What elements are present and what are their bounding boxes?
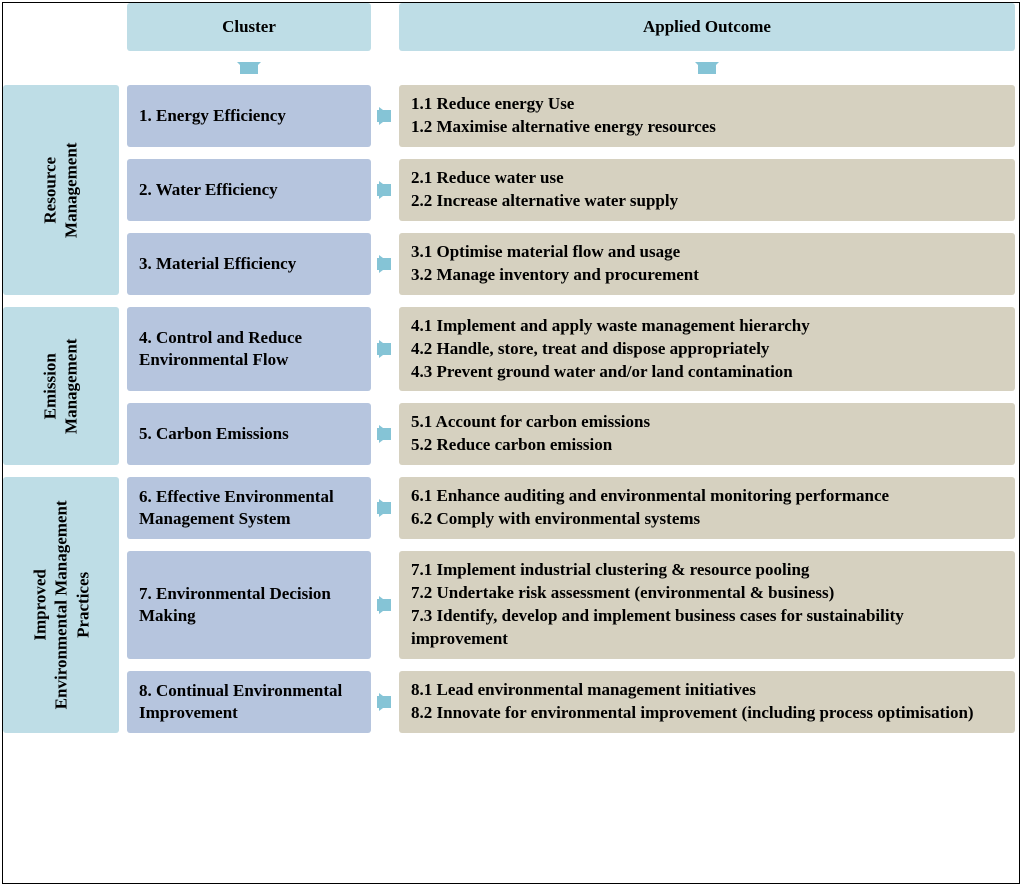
connector	[371, 233, 399, 295]
group-label: ImprovedEnvironmental ManagementPractice…	[3, 477, 119, 733]
header-cluster: Cluster	[127, 3, 371, 51]
cluster-row: 3. Material Efficiency 3.1 Optimise mater…	[127, 233, 1019, 295]
diagram-frame: Cluster Applied Outcome ResourceManageme…	[2, 2, 1020, 884]
chevron-down-icon	[237, 62, 261, 74]
cluster-cell: 6. Effective Environmental Management Sy…	[127, 477, 371, 539]
connector	[371, 551, 399, 659]
group-label: EmissionManagement	[3, 307, 119, 466]
chevron-right-icon	[379, 255, 391, 273]
cluster-row: 6. Effective Environmental Management Sy…	[127, 477, 1019, 539]
outcome-line: 1.1 Reduce energy Use	[411, 93, 1003, 116]
outcome-line: 5.2 Reduce carbon emission	[411, 434, 1003, 457]
group-label-text: EmissionManagement	[40, 338, 83, 433]
outcome-line: 3.1 Optimise material flow and usage	[411, 241, 1003, 264]
outcome-cell: 3.1 Optimise material flow and usage3.2 …	[399, 233, 1015, 295]
cluster-cell: 5. Carbon Emissions	[127, 403, 371, 465]
chevron-right-icon	[379, 340, 391, 358]
outcome-line: 8.1 Lead environmental management initia…	[411, 679, 1003, 702]
outcome-line: 6.2 Comply with environmental systems	[411, 508, 1003, 531]
outcome-line: 6.1 Enhance auditing and environmental m…	[411, 485, 1003, 508]
connector	[371, 307, 399, 392]
cluster-row: 7. Environmental Decision Making 7.1 Impl…	[127, 551, 1019, 659]
outcome-cell: 6.1 Enhance auditing and environmental m…	[399, 477, 1015, 539]
arrow-row	[3, 51, 1019, 85]
outcome-line: 5.1 Account for carbon emissions	[411, 411, 1003, 434]
groups-container: ResourceManagement1. Energy Efficiency1.…	[3, 85, 1019, 883]
outcome-line: 4.3 Prevent ground water and/or land con…	[411, 361, 1003, 384]
outcome-cell: 2.1 Reduce water use2.2 Increase alterna…	[399, 159, 1015, 221]
group-body: 1. Energy Efficiency 1.1 Reduce energy Us…	[127, 85, 1019, 295]
cluster-cell: 7. Environmental Decision Making	[127, 551, 371, 659]
cluster-row: 1. Energy Efficiency 1.1 Reduce energy Us…	[127, 85, 1019, 147]
group-label: ResourceManagement	[3, 85, 119, 295]
chevron-right-icon	[379, 425, 391, 443]
connector	[371, 403, 399, 465]
outcome-line: 2.2 Increase alternative water supply	[411, 190, 1003, 213]
cluster-cell: 2. Water Efficiency	[127, 159, 371, 221]
cluster-cell: 8. Continual Environmental Improvement	[127, 671, 371, 733]
group-body: 4. Control and Reduce Environmental Flow…	[127, 307, 1019, 466]
outcome-line: 7.1 Implement industrial clustering & re…	[411, 559, 1003, 582]
cluster-row: 8. Continual Environmental Improvement 8.…	[127, 671, 1019, 733]
group: ResourceManagement1. Energy Efficiency1.…	[3, 85, 1019, 295]
header-gap	[371, 3, 399, 51]
arrow-under-cluster	[127, 62, 371, 74]
arrow-under-outcome	[399, 62, 1015, 74]
outcome-cell: 8.1 Lead environmental management initia…	[399, 671, 1015, 733]
chevron-right-icon	[379, 107, 391, 125]
group-label-text: ImprovedEnvironmental ManagementPractice…	[29, 501, 93, 710]
outcome-cell: 7.1 Implement industrial clustering & re…	[399, 551, 1015, 659]
outcome-line: 4.1 Implement and apply waste management…	[411, 315, 1003, 338]
connector	[371, 85, 399, 147]
connector	[371, 671, 399, 733]
header-row: Cluster Applied Outcome	[3, 3, 1019, 51]
outcome-line: 7.2 Undertake risk assessment (environme…	[411, 582, 1003, 605]
header-outcome: Applied Outcome	[399, 3, 1015, 51]
outcome-line: 2.1 Reduce water use	[411, 167, 1003, 190]
group: ImprovedEnvironmental ManagementPractice…	[3, 477, 1019, 733]
outcome-line: 7.3 Identify, develop and implement busi…	[411, 605, 1003, 651]
group: EmissionManagement 4. Control and Reduce …	[3, 307, 1019, 466]
chevron-right-icon	[379, 693, 391, 711]
cluster-cell: 3. Material Efficiency	[127, 233, 371, 295]
chevron-down-icon	[695, 62, 719, 74]
outcome-cell: 4.1 Implement and apply waste management…	[399, 307, 1015, 392]
cluster-row: 5. Carbon Emissions 5.1 Account for carbo…	[127, 403, 1019, 465]
outcome-line: 3.2 Manage inventory and procurement	[411, 264, 1003, 287]
connector	[371, 159, 399, 221]
outcome-cell: 1.1 Reduce energy Use1.2 Maximise altern…	[399, 85, 1015, 147]
chevron-right-icon	[379, 499, 391, 517]
chevron-right-icon	[379, 181, 391, 199]
cluster-row: 2. Water Efficiency 2.1 Reduce water use2…	[127, 159, 1019, 221]
outcome-cell: 5.1 Account for carbon emissions5.2 Redu…	[399, 403, 1015, 465]
cluster-cell: 4. Control and Reduce Environmental Flow	[127, 307, 371, 392]
connector	[371, 477, 399, 539]
group-body: 6. Effective Environmental Management Sy…	[127, 477, 1019, 733]
outcome-line: 4.2 Handle, store, treat and dispose app…	[411, 338, 1003, 361]
cluster-row: 4. Control and Reduce Environmental Flow…	[127, 307, 1019, 392]
header-spacer	[3, 3, 119, 51]
chevron-right-icon	[379, 596, 391, 614]
outcome-line: 8.2 Innovate for environmental improveme…	[411, 702, 1003, 725]
outcome-line: 1.2 Maximise alternative energy resource…	[411, 116, 1003, 139]
cluster-cell: 1. Energy Efficiency	[127, 85, 371, 147]
group-label-text: ResourceManagement	[40, 142, 83, 237]
